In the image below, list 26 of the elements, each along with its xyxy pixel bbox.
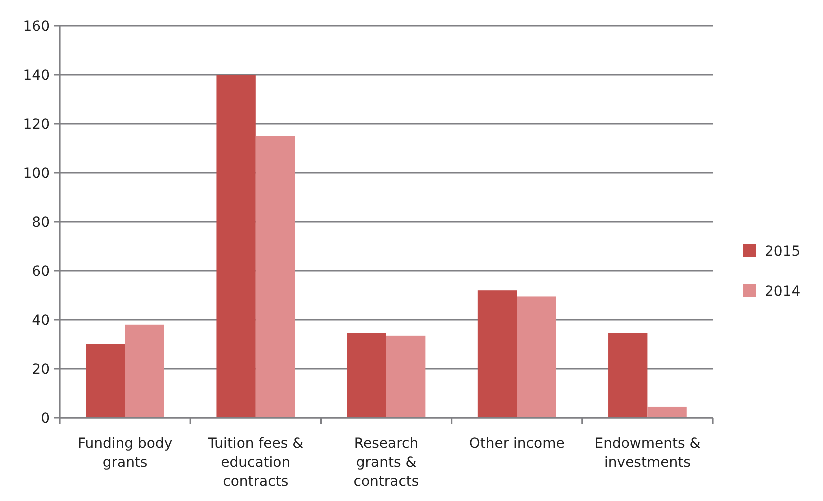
bar — [125, 324, 164, 418]
bar — [86, 344, 126, 418]
bar — [256, 136, 296, 418]
x-tick-label: Tuition fees & education contracts — [207, 436, 304, 490]
y-tick-label: 80 — [32, 214, 50, 231]
y-tick-label: 20 — [32, 362, 50, 378]
bar — [478, 290, 518, 418]
legend-label: 2014 — [765, 284, 801, 300]
y-tick-label: 160 — [23, 18, 50, 35]
bar — [347, 333, 386, 418]
y-tick-label: 100 — [23, 166, 50, 182]
x-tick-label: Endowments & investments — [594, 436, 701, 471]
y-tick-label: 60 — [32, 264, 50, 280]
x-tick-label: Other income — [469, 436, 565, 452]
x-tick-label: Research grants & contracts — [354, 436, 420, 490]
y-tick-label: 0 — [41, 410, 50, 427]
bar — [517, 296, 556, 418]
y-tick-label: 120 — [23, 116, 50, 133]
legend-label: 2015 — [765, 244, 801, 260]
bar — [216, 75, 256, 418]
y-tick-label: 40 — [32, 312, 50, 329]
y-tick-label: 140 — [23, 68, 50, 84]
bar — [608, 333, 648, 418]
x-tick-label: Funding body grants — [78, 436, 173, 471]
bar — [648, 406, 687, 418]
bar — [386, 336, 426, 418]
